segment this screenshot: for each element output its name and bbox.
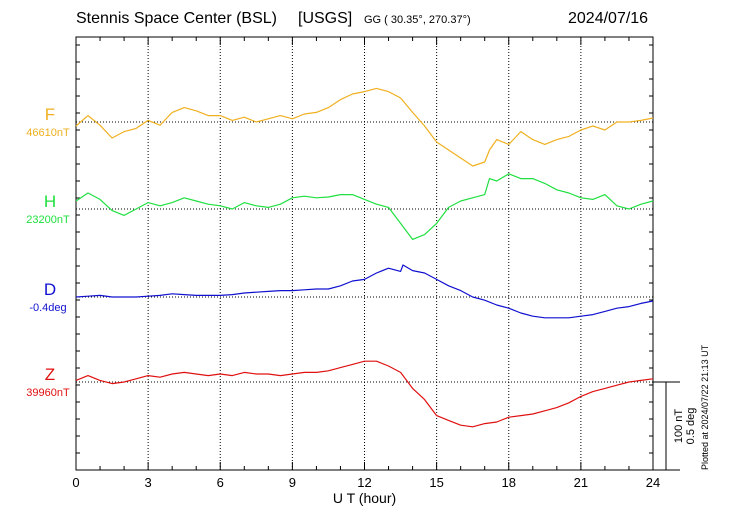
network-label: [USGS] [298,10,353,27]
x-tick-label: 0 [72,475,79,490]
x-tick-label: 12 [357,475,371,490]
series-line-f [75,87,654,167]
series-line-z [75,360,654,428]
x-tick-label: 24 [646,475,660,490]
series-baseline-label-z: 39960nT [26,387,70,399]
series-line-d [75,264,654,319]
scale-bar-label-deg: 0.5 deg [685,408,697,445]
x-tick-label: 21 [574,475,588,490]
series-baseline-label-f: 46610nT [26,127,70,139]
x-tick-label: 15 [429,475,443,490]
series-line-h [75,173,654,240]
series-name-f: F [45,105,55,124]
series-baseline-label-h: 23200nT [26,214,70,226]
scale-bar-label-nt: 100 nT [673,409,685,444]
date-label: 2024/07/16 [568,10,649,27]
x-tick-label: 18 [502,475,516,490]
coords-label: GG ( 30.35°, 270.37°) [364,14,471,26]
series-baseline-label-d: -0.4deg [29,302,66,314]
x-tick-label: 3 [145,475,152,490]
station-title: Stennis Space Center (BSL) [76,10,277,27]
series-name-z: Z [45,365,55,384]
series-name-h: H [44,192,56,211]
x-axis-label: U T (hour) [333,490,396,506]
x-tick-label: 6 [217,475,224,490]
x-tick-label: 9 [289,475,296,490]
series-name-d: D [44,280,56,299]
